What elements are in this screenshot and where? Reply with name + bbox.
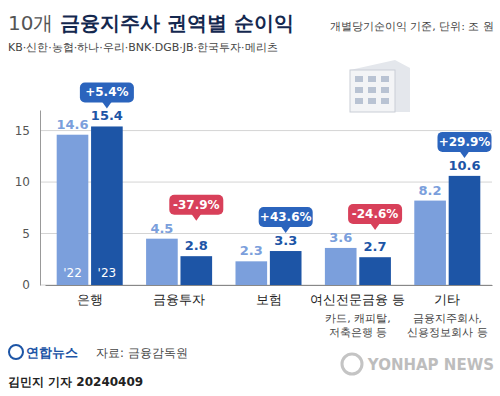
- y-axis-line: [40, 111, 41, 286]
- building-front: [350, 70, 395, 112]
- y-tick: 15: [15, 124, 40, 138]
- callout-box: [437, 132, 491, 152]
- background: [0, 0, 500, 396]
- bars: [57, 126, 481, 285]
- x-axis-line: [46, 285, 493, 286]
- data-label: 15.4: [91, 108, 123, 123]
- x-tick-label: 금융투자: [153, 292, 205, 307]
- callout-pointer: [191, 214, 201, 221]
- callout-pointer: [281, 226, 291, 233]
- bar: [414, 201, 446, 285]
- building-window: [355, 76, 363, 82]
- callout-label: -37.9%: [173, 198, 220, 212]
- x-tick: 보험: [256, 285, 282, 307]
- data-label: 3.3: [274, 233, 297, 248]
- building-window: [381, 87, 389, 93]
- category-note: 저축은행 등: [329, 326, 388, 339]
- data-label: 2.3: [240, 243, 263, 258]
- x-tick: 금융투자: [153, 285, 205, 307]
- y-tick-label: 15: [15, 124, 30, 138]
- callout-pointer: [102, 101, 112, 108]
- building-illustration: [350, 60, 410, 112]
- data-label: 10.6: [448, 158, 480, 173]
- watermark-icon: [342, 354, 362, 374]
- footer: 연합뉴스 자료: 금융감독원김민지 기자 20240409 YONHAP NEWS: [8, 345, 494, 389]
- data-label: 4.5: [150, 221, 173, 236]
- bar: [146, 239, 178, 285]
- x-tick-label: 은행: [77, 292, 103, 307]
- callout-label: +43.6%: [260, 210, 312, 224]
- y-tick-label: 5: [22, 227, 30, 241]
- building-window: [381, 98, 389, 104]
- building-window: [355, 87, 363, 93]
- callout-label: +5.4%: [85, 85, 128, 99]
- data-label: 3.6: [329, 230, 352, 245]
- chart-container: 10개 금융지주사 권역별 순이익 KB·신한·농협·하나·우리·BNK·DGB·…: [0, 0, 500, 396]
- building-side: [350, 60, 410, 112]
- building-window: [355, 98, 363, 104]
- x-tick: 기타: [434, 285, 460, 307]
- data-labels: 14.6 4.5 2.3 3.6 8.2 15.4 2.8 3.3 2.7 10.6: [56, 108, 480, 258]
- bar: [325, 248, 357, 285]
- x-tick-label: 여신전문금융 등: [310, 292, 405, 307]
- logo: 연합뉴스: [26, 345, 78, 360]
- y-tick-label: 10: [15, 175, 30, 189]
- x-tick: 은행: [77, 285, 103, 307]
- callout-box: [348, 204, 402, 224]
- category-notes: 카드, 캐피탈,저축은행 등 금융지주회사,신용정보회사 등: [325, 312, 487, 339]
- bar: [270, 251, 302, 285]
- title: 10개 금융지주사 권역별 순이익: [8, 11, 294, 35]
- bar: [91, 126, 123, 285]
- x-tick: 여신전문금융 등: [310, 285, 405, 307]
- bar: [235, 261, 267, 285]
- callout-box: [80, 82, 134, 102]
- y-axis: 0 5 10 15: [15, 111, 41, 293]
- x-tick-label: 기타: [434, 292, 460, 307]
- y-tick: 0: [22, 278, 40, 292]
- legend-label: '23: [98, 266, 117, 280]
- building-window: [368, 87, 376, 93]
- source: 자료: 금융감독원: [96, 346, 188, 360]
- callout-label: -24.6%: [352, 207, 399, 221]
- y-tick: 10: [15, 175, 40, 189]
- unit-note: 개별당기순이익 기준, 단위: 조 원: [330, 20, 494, 33]
- byline: 김민지 기자 20240409: [8, 375, 143, 389]
- category-note: 카드, 캐피탈,: [325, 312, 391, 325]
- y-tick: 5: [22, 227, 40, 241]
- bar: [449, 176, 481, 285]
- callout-label: +29.9%: [439, 135, 491, 149]
- category-note: 금융지주회사,: [413, 312, 483, 325]
- x-axis: 은행 금융투자 보험 여신전문금융 등 기타: [46, 285, 493, 307]
- y-tick-label: 0: [22, 278, 30, 292]
- data-label: 14.6: [56, 117, 88, 132]
- building-window: [368, 76, 376, 82]
- series-bars: [91, 126, 480, 285]
- data-label: 8.2: [419, 183, 442, 198]
- callout-box: [259, 207, 313, 227]
- data-label: 2.8: [185, 238, 208, 253]
- callout-box: [169, 195, 223, 215]
- bar: [57, 135, 89, 285]
- building-window: [381, 76, 389, 82]
- watermark: YONHAP NEWS: [367, 356, 494, 374]
- annotations: +5.4% -37.9% +43.6% -24.6% +29.9%: [80, 82, 492, 233]
- x-tick-label: 보험: [256, 292, 282, 307]
- bar: [180, 256, 212, 285]
- subtitle: KB·신한·농협·하나·우리·BNK·DGB·JB·한국투자·메리츠: [8, 41, 278, 54]
- category-note: 신용정보회사 등: [407, 326, 488, 339]
- building-window: [368, 98, 376, 104]
- callout-pointer: [370, 223, 380, 230]
- legend-label: '22: [63, 266, 82, 280]
- logo-icon: [9, 345, 23, 359]
- bar: [359, 257, 391, 285]
- chart-svg: 10개 금융지주사 권역별 순이익 KB·신한·농협·하나·우리·BNK·DGB·…: [0, 0, 500, 396]
- legend: '22 '23: [63, 266, 116, 280]
- callout-pointer: [459, 151, 469, 158]
- data-label: 2.7: [364, 239, 387, 254]
